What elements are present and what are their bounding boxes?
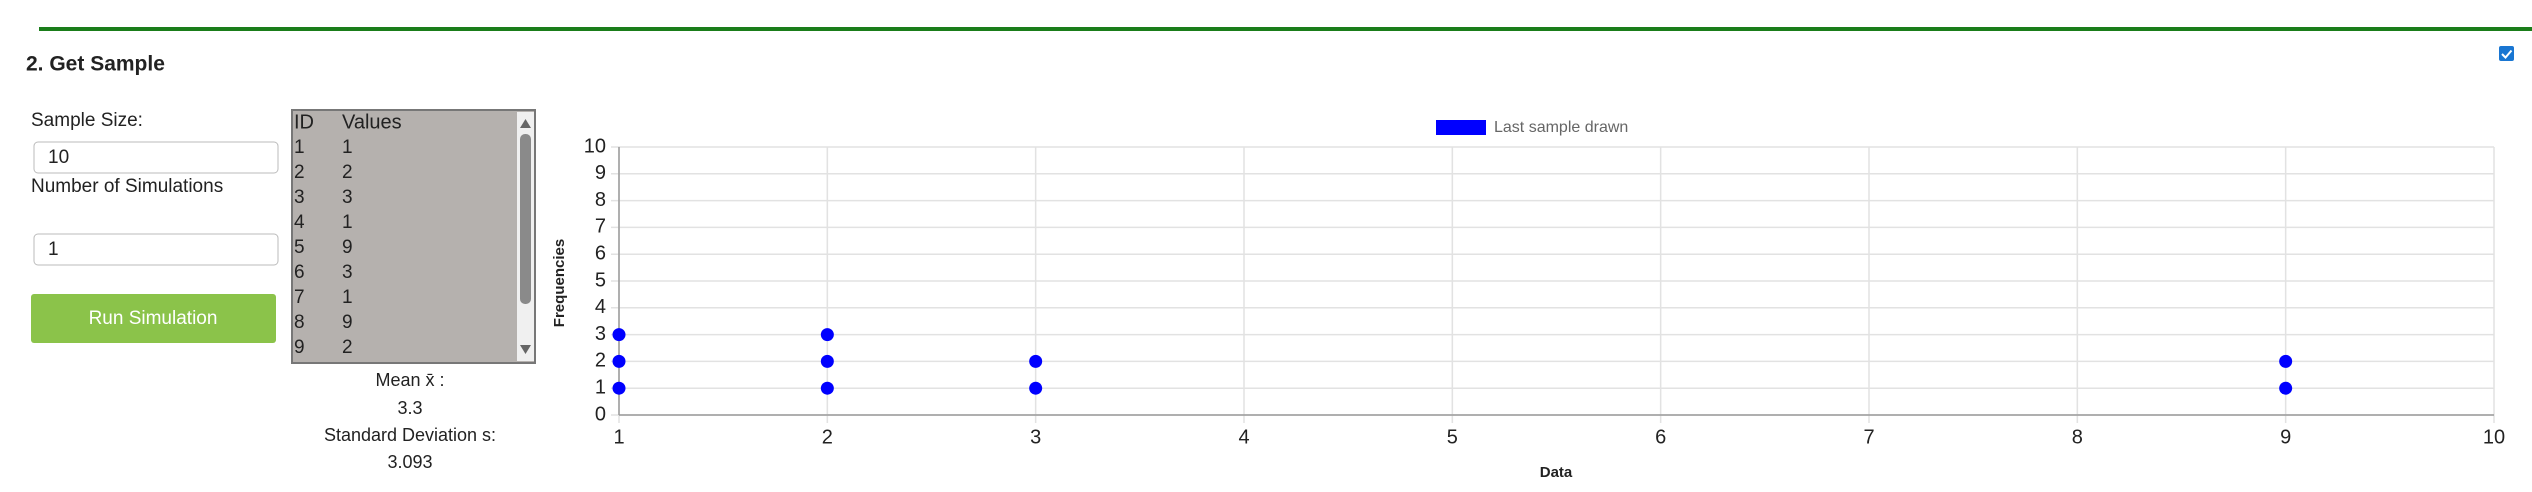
legend-swatch [1436, 120, 1486, 135]
table: ID Values 1 1 2 2 3 3 4 1 5 9 6 3 7 1 8 9 9 2 [294, 111, 402, 358]
x-tick-label: 6 [1655, 426, 1666, 448]
x-tick-label: 9 [2280, 426, 2291, 448]
cut-axis-label: Data [1539, 0, 1572, 4]
sd-label: Standard Deviation s: [324, 425, 496, 445]
y-tick-label: 4 [595, 296, 606, 318]
x-tick-label: 8 [2072, 426, 2083, 448]
table-cell: 3 [342, 187, 353, 208]
table-cell: 5 [294, 237, 305, 258]
scroll-thumb[interactable] [520, 134, 531, 304]
x-tick-label: 2 [822, 426, 833, 448]
table-cell: 3 [342, 262, 353, 283]
x-tick-label: 3 [1030, 426, 1041, 448]
x-tick-label: 4 [1238, 426, 1249, 448]
divider [39, 27, 2532, 31]
table-cell: 1 [342, 212, 353, 233]
section-title: 2. Get Sample [26, 53, 165, 76]
dot [820, 354, 834, 368]
dot [612, 328, 626, 342]
x-axis-title: Data [1540, 464, 1573, 481]
table-cell: 3 [294, 187, 305, 208]
x-tick-label: 5 [1447, 426, 1458, 448]
table-cell: 9 [342, 237, 353, 258]
x-tick-label: 7 [1863, 426, 1874, 448]
sample-size-value: 10 [48, 147, 69, 168]
table-cell: 8 [294, 312, 305, 333]
run-button[interactable] [31, 294, 276, 343]
dot [2279, 354, 2293, 368]
table-cell: 2 [342, 162, 353, 183]
legend-label: Last sample drawn [1494, 119, 1628, 136]
mean-value: 3.3 [397, 398, 422, 418]
y-tick-label: 9 [595, 162, 606, 184]
table-cell: 1 [342, 137, 353, 158]
y-tick-label: 8 [595, 189, 606, 211]
dot [820, 381, 834, 395]
values-listbox[interactable] [291, 109, 536, 364]
checkbox[interactable] [2499, 46, 2514, 61]
scroll-down[interactable] [520, 345, 531, 354]
simulations-value: 1 [48, 239, 59, 260]
table-cell: 1 [294, 137, 305, 158]
dot [1029, 354, 1043, 368]
dot [1029, 381, 1043, 395]
y-tick-label: 2 [595, 350, 606, 372]
y-axis-title: Frequencies [551, 239, 568, 327]
table-cell: 9 [294, 337, 305, 358]
dot [612, 354, 626, 368]
sample-size-input[interactable] [33, 141, 279, 174]
y-tick-label: 7 [595, 216, 606, 238]
table-header: ID [294, 111, 314, 133]
table-cell: 2 [294, 162, 305, 183]
table-cell: 7 [294, 287, 305, 308]
mean-label: Mean x̄ : [375, 370, 444, 390]
table-cell: 1 [342, 287, 353, 308]
y-tick-label: 0 [595, 403, 606, 425]
table-cell: 4 [294, 212, 305, 233]
dot [612, 381, 626, 395]
run-button-label: Run Simulation [89, 308, 218, 329]
y-tick-label: 5 [595, 269, 606, 291]
y-tick-label: 6 [595, 242, 606, 264]
dot [2279, 381, 2293, 395]
y-tick-label: 1 [595, 376, 606, 398]
sd-value: 3.093 [387, 452, 432, 472]
checkmark [2501, 49, 2513, 59]
sample-size-label: Sample Size: [31, 110, 143, 131]
x-tick-label: 10 [2483, 426, 2505, 448]
simulations-input[interactable] [33, 233, 279, 266]
table-cell: 9 [342, 312, 353, 333]
y-tick-label: 3 [595, 323, 606, 345]
dot [820, 328, 834, 342]
table-cell: 2 [342, 337, 353, 358]
x-tick-label: 1 [613, 426, 624, 448]
y-tick-label: 10 [584, 135, 606, 157]
simulations-label: Number of Simulations [31, 176, 223, 197]
table-cell: 6 [294, 262, 305, 283]
table-header: Values [342, 111, 402, 133]
scroll-up[interactable] [520, 119, 531, 128]
